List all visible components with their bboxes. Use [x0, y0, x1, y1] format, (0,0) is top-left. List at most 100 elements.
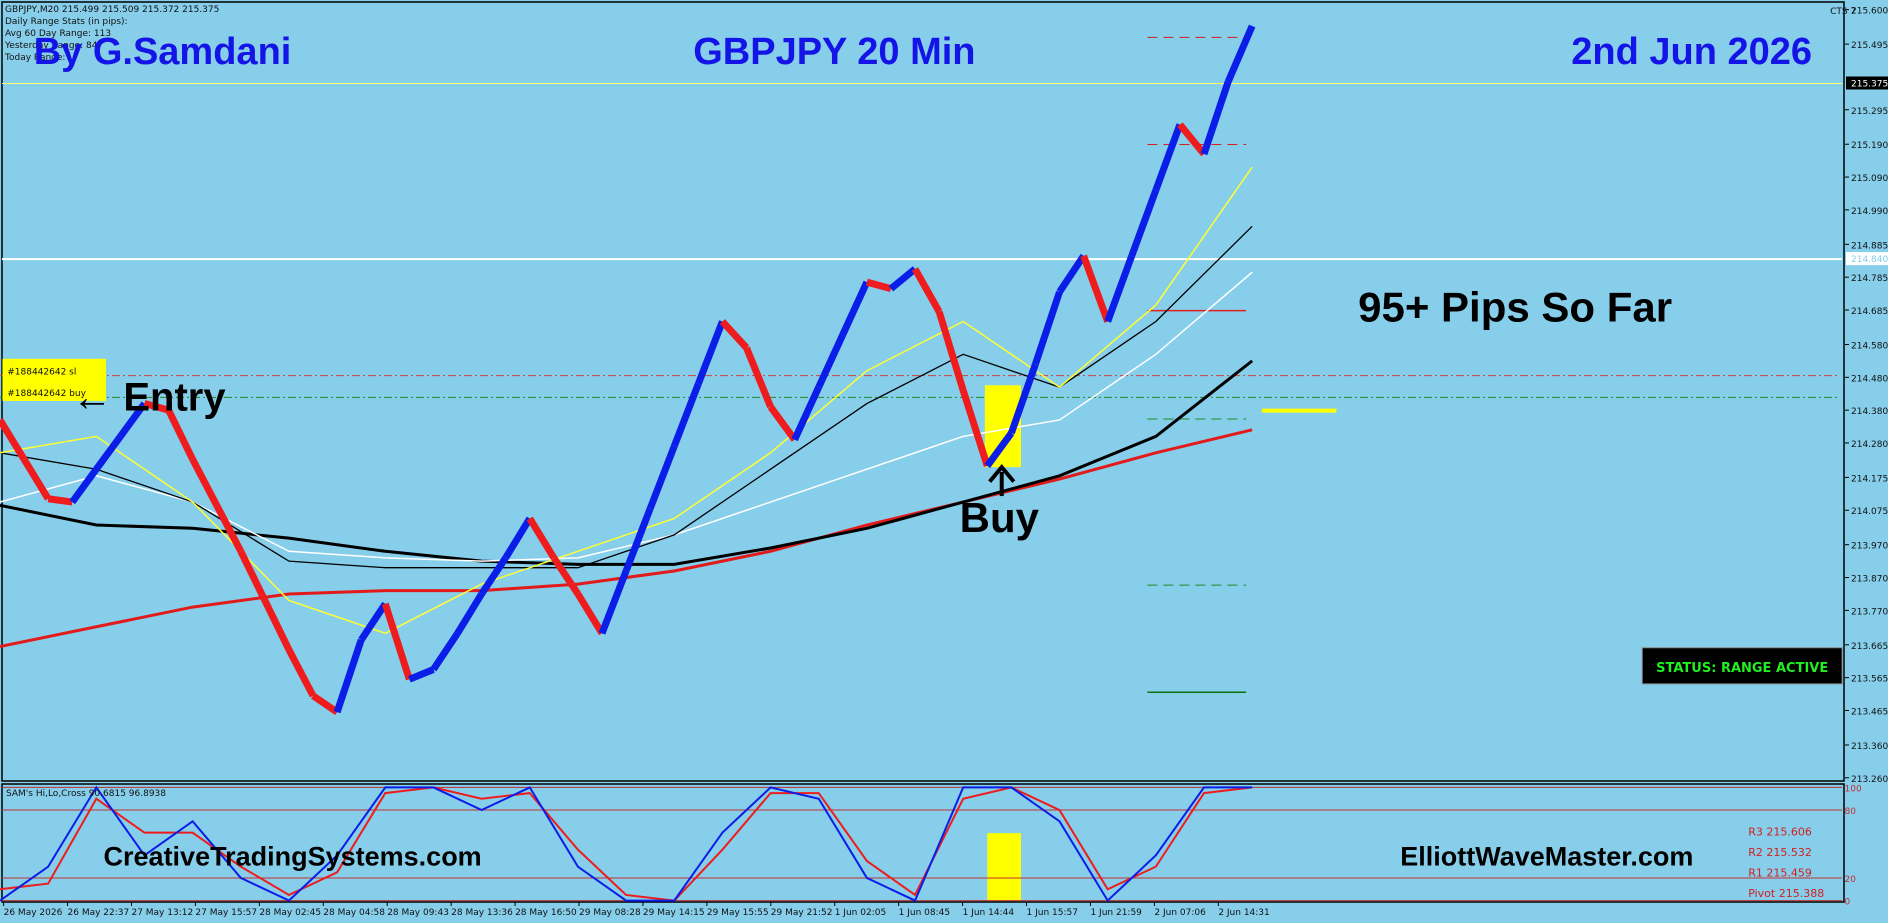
- x-tick-label: 1 Jun 14:44: [963, 908, 1015, 918]
- price-segment: [237, 549, 269, 603]
- y-tick-label: 214.380: [1851, 407, 1888, 417]
- y-tick-label: 214.685: [1851, 307, 1888, 317]
- osc-tick-label: 20: [1845, 875, 1857, 885]
- price-segment: [47, 495, 73, 506]
- y-tick-label: 214.785: [1851, 274, 1888, 284]
- x-tick-label: 2 Jun 14:31: [1218, 908, 1269, 918]
- current-price-label: 215.375: [1851, 79, 1888, 89]
- price-segment: [333, 638, 365, 714]
- current-price-tag: [1846, 76, 1888, 90]
- price-segment: [1152, 123, 1184, 192]
- y-tick-label: 214.280: [1851, 440, 1888, 450]
- y-tick-label: 215.190: [1851, 141, 1888, 151]
- level-price-label: 214.840: [1851, 255, 1888, 265]
- buy-label: Buy: [960, 494, 1040, 541]
- x-tick-label: 27 May 15:57: [195, 908, 257, 918]
- osc-tick-label: 0: [1845, 898, 1851, 908]
- badge: CTS 7: [1830, 7, 1856, 17]
- y-tick-label: 214.480: [1851, 374, 1888, 384]
- price-segment: [1200, 80, 1232, 156]
- price-segment: [767, 404, 798, 442]
- moving-average: [0, 271, 1253, 562]
- y-tick-label: 215.295: [1851, 107, 1888, 117]
- osc-box: [987, 833, 1021, 901]
- price-segment: [815, 333, 846, 389]
- pivot-label: R1 215.459: [1748, 867, 1812, 880]
- buy-arrow-head: [988, 464, 1016, 483]
- price-segment: [408, 666, 435, 683]
- price-segment: [285, 648, 317, 698]
- price-segment: [888, 266, 918, 292]
- x-tick-label: 1 Jun 15:57: [1027, 908, 1078, 918]
- osc-tick-label: 80: [1845, 807, 1857, 817]
- price-segment: [622, 507, 654, 573]
- price-segment: [791, 385, 822, 442]
- price-segment: [189, 457, 220, 507]
- price-segment: [1128, 188, 1160, 258]
- moving-average: [0, 225, 1253, 569]
- y-tick-label: 213.770: [1851, 607, 1888, 617]
- y-tick-label: 213.970: [1851, 542, 1888, 552]
- y-tick-label: 213.870: [1851, 575, 1888, 585]
- entry-label: ← Entry: [72, 376, 226, 420]
- chart-date: 2nd Jun 2026: [1571, 31, 1812, 73]
- price-segment: [454, 592, 485, 636]
- price-segment: [502, 516, 533, 560]
- x-tick-label: 28 May 09:43: [387, 908, 449, 918]
- info-line: GBPJPY,M20 215.499 215.509 215.372 215.3…: [5, 5, 219, 15]
- order-buy-label: #188442642 buy: [7, 389, 86, 399]
- price-segment: [143, 400, 170, 414]
- price-segment: [839, 280, 871, 337]
- price-segment: [311, 692, 340, 716]
- price-segment: [21, 457, 52, 501]
- y-tick-label: 213.360: [1851, 742, 1888, 752]
- y-tick-label: 213.465: [1851, 707, 1888, 717]
- x-tick-label: 26 May 2026: [4, 908, 63, 918]
- info-line: Avg 60 Day Range: 113: [5, 29, 111, 39]
- oscillator-line: [0, 786, 1253, 902]
- price-segment: [213, 503, 244, 553]
- main-panel: [1, 1, 1845, 782]
- price-segment: [1056, 253, 1087, 294]
- price-segment: [1008, 363, 1039, 435]
- price-segment: [646, 444, 678, 510]
- x-tick-label: 1 Jun 08:45: [899, 908, 950, 918]
- y-tick-label: 214.885: [1851, 241, 1888, 251]
- x-tick-label: 28 May 02:45: [259, 908, 321, 918]
- price-segment: [695, 320, 726, 386]
- x-tick-label: 26 May 22:37: [68, 908, 130, 918]
- x-tick-label: 29 May 15:55: [707, 908, 769, 918]
- price-segment: [670, 382, 702, 448]
- chart-title: GBPJPY 20 Min: [693, 31, 975, 73]
- price-segment: [984, 431, 1015, 468]
- price-segment: [526, 516, 557, 560]
- oscillator-panel: [1, 783, 1845, 903]
- x-tick-label: 28 May 13:36: [451, 908, 513, 918]
- price-segment: [69, 467, 100, 505]
- x-tick-label: 2 Jun 07:06: [1154, 908, 1206, 918]
- y-tick-label: 214.075: [1851, 507, 1888, 517]
- status-box: [1641, 647, 1843, 685]
- price-segment: [574, 592, 605, 636]
- price-segment: [550, 555, 581, 596]
- x-tick-label: 1 Jun 02:05: [835, 908, 886, 918]
- y-tick-label: 213.665: [1851, 642, 1888, 652]
- info-line: Yesterday Range: 84: [4, 41, 98, 51]
- pivot-label: R3 215.606: [1748, 826, 1812, 839]
- status-label: STATUS: RANGE ACTIVE: [1656, 661, 1828, 676]
- pivot-label: R2 215.532: [1748, 846, 1812, 859]
- y-tick-label: 215.090: [1851, 174, 1888, 184]
- price-segment: [911, 267, 943, 314]
- site-right: ElliottWaveMaster.com: [1400, 842, 1693, 872]
- price-segment: [719, 319, 750, 351]
- price-segment: [1080, 254, 1111, 323]
- site-left: CreativeTradingSystems.com: [104, 842, 482, 872]
- price-segment: [261, 598, 293, 652]
- price-segment: [865, 278, 892, 293]
- price-segment: [430, 631, 461, 672]
- osc-title: SAM's Hi,Lo,Cross 90.6815 96.8938: [6, 789, 166, 799]
- y-tick-label: 214.175: [1851, 474, 1888, 484]
- price-segment: [165, 408, 196, 461]
